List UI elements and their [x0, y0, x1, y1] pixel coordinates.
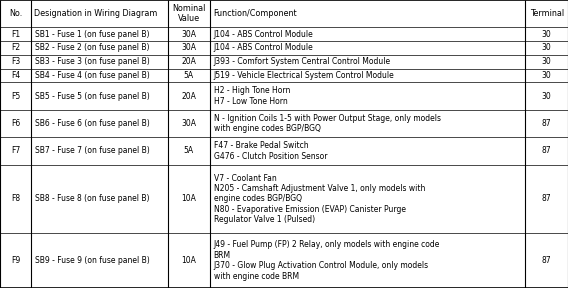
Text: 30: 30 [542, 43, 552, 52]
Text: F2: F2 [11, 43, 20, 52]
Text: F1: F1 [11, 30, 20, 39]
Text: SB2 - Fuse 2 (on fuse panel B): SB2 - Fuse 2 (on fuse panel B) [35, 43, 149, 52]
Text: 30: 30 [542, 92, 552, 101]
Text: F7: F7 [11, 146, 20, 155]
Text: J519 - Vehicle Electrical System Control Module: J519 - Vehicle Electrical System Control… [214, 71, 394, 80]
Text: 30: 30 [542, 57, 552, 66]
Text: H2 - High Tone Horn
H7 - Low Tone Horn: H2 - High Tone Horn H7 - Low Tone Horn [214, 86, 290, 106]
Text: 87: 87 [542, 194, 552, 203]
Text: 5A: 5A [184, 71, 194, 80]
Text: 30A: 30A [181, 119, 197, 128]
Text: 10A: 10A [181, 194, 197, 203]
Text: SB7 - Fuse 7 (on fuse panel B): SB7 - Fuse 7 (on fuse panel B) [35, 146, 149, 155]
Text: 30A: 30A [181, 43, 197, 52]
Text: F6: F6 [11, 119, 20, 128]
Text: SB4 - Fuse 4 (on fuse panel B): SB4 - Fuse 4 (on fuse panel B) [35, 71, 149, 80]
Text: 20A: 20A [181, 92, 197, 101]
Text: Nominal
Value: Nominal Value [172, 4, 206, 23]
Text: F5: F5 [11, 92, 20, 101]
Text: Function/Component: Function/Component [213, 9, 296, 18]
Text: N - Ignition Coils 1-5 with Power Output Stage, only models
with engine codes BG: N - Ignition Coils 1-5 with Power Output… [214, 114, 441, 133]
Text: SB6 - Fuse 6 (on fuse panel B): SB6 - Fuse 6 (on fuse panel B) [35, 119, 149, 128]
Text: J49 - Fuel Pump (FP) 2 Relay, only models with engine code
BRM
J370 - Glow Plug : J49 - Fuel Pump (FP) 2 Relay, only model… [214, 240, 440, 281]
Text: J104 - ABS Control Module: J104 - ABS Control Module [214, 43, 314, 52]
Text: 87: 87 [542, 146, 552, 155]
Text: Designation in Wiring Diagram: Designation in Wiring Diagram [34, 9, 157, 18]
Text: SB5 - Fuse 5 (on fuse panel B): SB5 - Fuse 5 (on fuse panel B) [35, 92, 149, 101]
Text: 87: 87 [542, 119, 552, 128]
Text: No.: No. [9, 9, 22, 18]
Text: 30: 30 [542, 71, 552, 80]
Text: F9: F9 [11, 256, 20, 265]
Text: 20A: 20A [181, 57, 197, 66]
Text: J393 - Comfort System Central Control Module: J393 - Comfort System Central Control Mo… [214, 57, 391, 66]
Text: V7 - Coolant Fan
N205 - Camshaft Adjustment Valve 1, only models with
engine cod: V7 - Coolant Fan N205 - Camshaft Adjustm… [214, 174, 425, 224]
Text: F4: F4 [11, 71, 20, 80]
Text: SB1 - Fuse 1 (on fuse panel B): SB1 - Fuse 1 (on fuse panel B) [35, 30, 149, 39]
Text: 87: 87 [542, 256, 552, 265]
Text: SB9 - Fuse 9 (on fuse panel B): SB9 - Fuse 9 (on fuse panel B) [35, 256, 149, 265]
Text: F8: F8 [11, 194, 20, 203]
Text: 10A: 10A [181, 256, 197, 265]
Text: SB3 - Fuse 3 (on fuse panel B): SB3 - Fuse 3 (on fuse panel B) [35, 57, 149, 66]
Text: F47 - Brake Pedal Switch
G476 - Clutch Position Sensor: F47 - Brake Pedal Switch G476 - Clutch P… [214, 141, 327, 160]
Text: J104 - ABS Control Module: J104 - ABS Control Module [214, 30, 314, 39]
Text: F3: F3 [11, 57, 20, 66]
Text: 5A: 5A [184, 146, 194, 155]
Text: SB8 - Fuse 8 (on fuse panel B): SB8 - Fuse 8 (on fuse panel B) [35, 194, 149, 203]
Text: 30A: 30A [181, 30, 197, 39]
Text: 30: 30 [542, 30, 552, 39]
Text: Terminal: Terminal [529, 9, 564, 18]
